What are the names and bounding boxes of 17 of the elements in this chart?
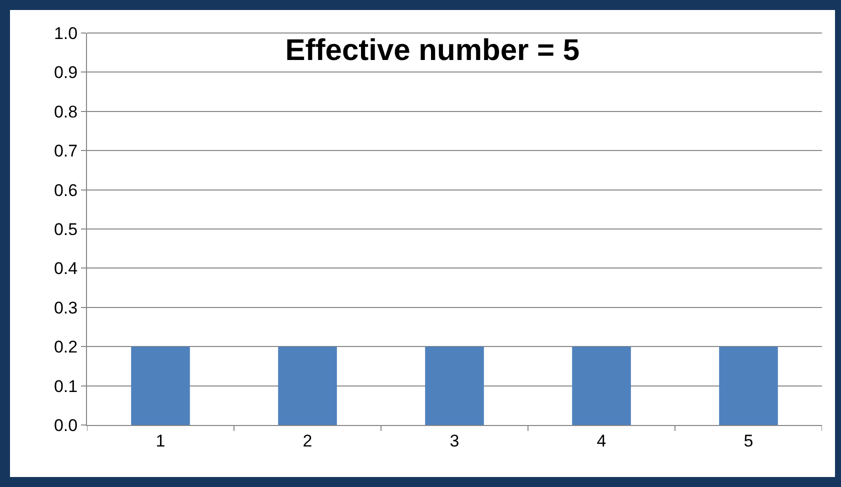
y-tick-label: 0.2 <box>54 338 78 357</box>
x-tick-label: 3 <box>450 431 460 450</box>
x-tick-label: 2 <box>302 431 312 450</box>
x-tick-label: 5 <box>744 431 754 450</box>
y-tick-label: 0.1 <box>54 376 78 396</box>
y-tick-label: 0.0 <box>54 416 78 435</box>
y-tick-label: 0.7 <box>54 142 78 161</box>
x-tick-label: 4 <box>596 431 606 450</box>
y-tick-label: 0.6 <box>54 180 78 200</box>
y-tick-label: 0.4 <box>54 259 78 278</box>
y-tick-label: 0.3 <box>54 298 78 318</box>
chart-title: Effective number = 5 <box>285 34 580 67</box>
y-tick-label: 0.8 <box>54 102 78 122</box>
y-tick-label: 0.5 <box>54 220 78 239</box>
x-tick-label: 1 <box>156 431 166 450</box>
y-tick-label: 0.9 <box>54 63 78 82</box>
y-tick-label: 1.0 <box>54 24 78 43</box>
